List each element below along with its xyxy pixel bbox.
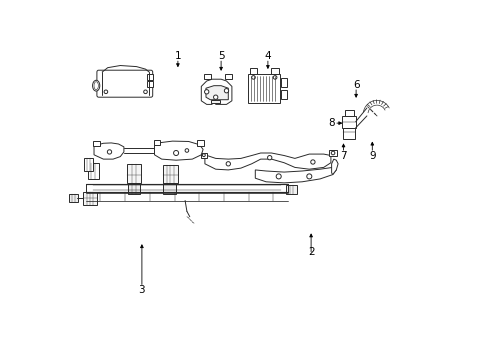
Circle shape <box>104 90 107 94</box>
Bar <box>163 183 176 194</box>
Bar <box>271 68 278 74</box>
Circle shape <box>310 160 314 164</box>
Bar <box>342 116 355 128</box>
Circle shape <box>225 162 230 166</box>
Polygon shape <box>205 86 228 100</box>
Polygon shape <box>204 153 330 170</box>
Bar <box>93 141 100 146</box>
Bar <box>146 81 153 87</box>
Circle shape <box>330 151 334 155</box>
Text: 7: 7 <box>340 150 346 161</box>
Polygon shape <box>255 167 336 183</box>
Bar <box>69 194 78 202</box>
Circle shape <box>306 174 311 179</box>
Bar <box>87 163 99 179</box>
Text: 8: 8 <box>327 118 334 128</box>
Bar <box>247 74 280 103</box>
Bar <box>344 110 353 116</box>
Bar <box>196 140 203 146</box>
Circle shape <box>276 174 281 179</box>
Polygon shape <box>331 159 337 175</box>
Circle shape <box>204 90 208 94</box>
Bar <box>146 74 153 80</box>
Bar <box>280 78 286 87</box>
Polygon shape <box>201 79 231 104</box>
Bar <box>153 140 160 145</box>
Bar <box>128 183 140 194</box>
Circle shape <box>267 156 271 160</box>
Ellipse shape <box>92 80 100 91</box>
Bar <box>328 150 336 156</box>
Bar <box>83 192 97 205</box>
Ellipse shape <box>94 82 98 90</box>
Bar <box>84 158 93 171</box>
Bar <box>163 165 178 183</box>
Bar <box>204 74 211 79</box>
Circle shape <box>185 149 188 152</box>
Circle shape <box>173 150 178 156</box>
Circle shape <box>251 76 255 79</box>
Text: 2: 2 <box>307 247 314 257</box>
Text: 6: 6 <box>352 80 359 90</box>
FancyBboxPatch shape <box>97 70 152 97</box>
Text: 4: 4 <box>264 51 271 61</box>
Circle shape <box>213 95 218 99</box>
Text: 5: 5 <box>217 51 224 61</box>
Bar <box>224 74 231 79</box>
Bar <box>285 185 296 194</box>
Circle shape <box>107 150 111 154</box>
Circle shape <box>202 154 205 157</box>
Bar <box>211 100 220 103</box>
Text: 9: 9 <box>368 150 375 161</box>
Bar <box>342 128 354 139</box>
Text: 3: 3 <box>138 285 145 295</box>
Bar <box>126 164 141 183</box>
Text: 1: 1 <box>174 51 181 61</box>
Circle shape <box>224 89 228 93</box>
Circle shape <box>273 76 276 79</box>
Circle shape <box>143 90 147 94</box>
Bar <box>200 153 206 158</box>
Polygon shape <box>154 141 203 160</box>
Polygon shape <box>94 143 123 159</box>
Bar <box>249 68 257 74</box>
Bar <box>280 90 286 99</box>
